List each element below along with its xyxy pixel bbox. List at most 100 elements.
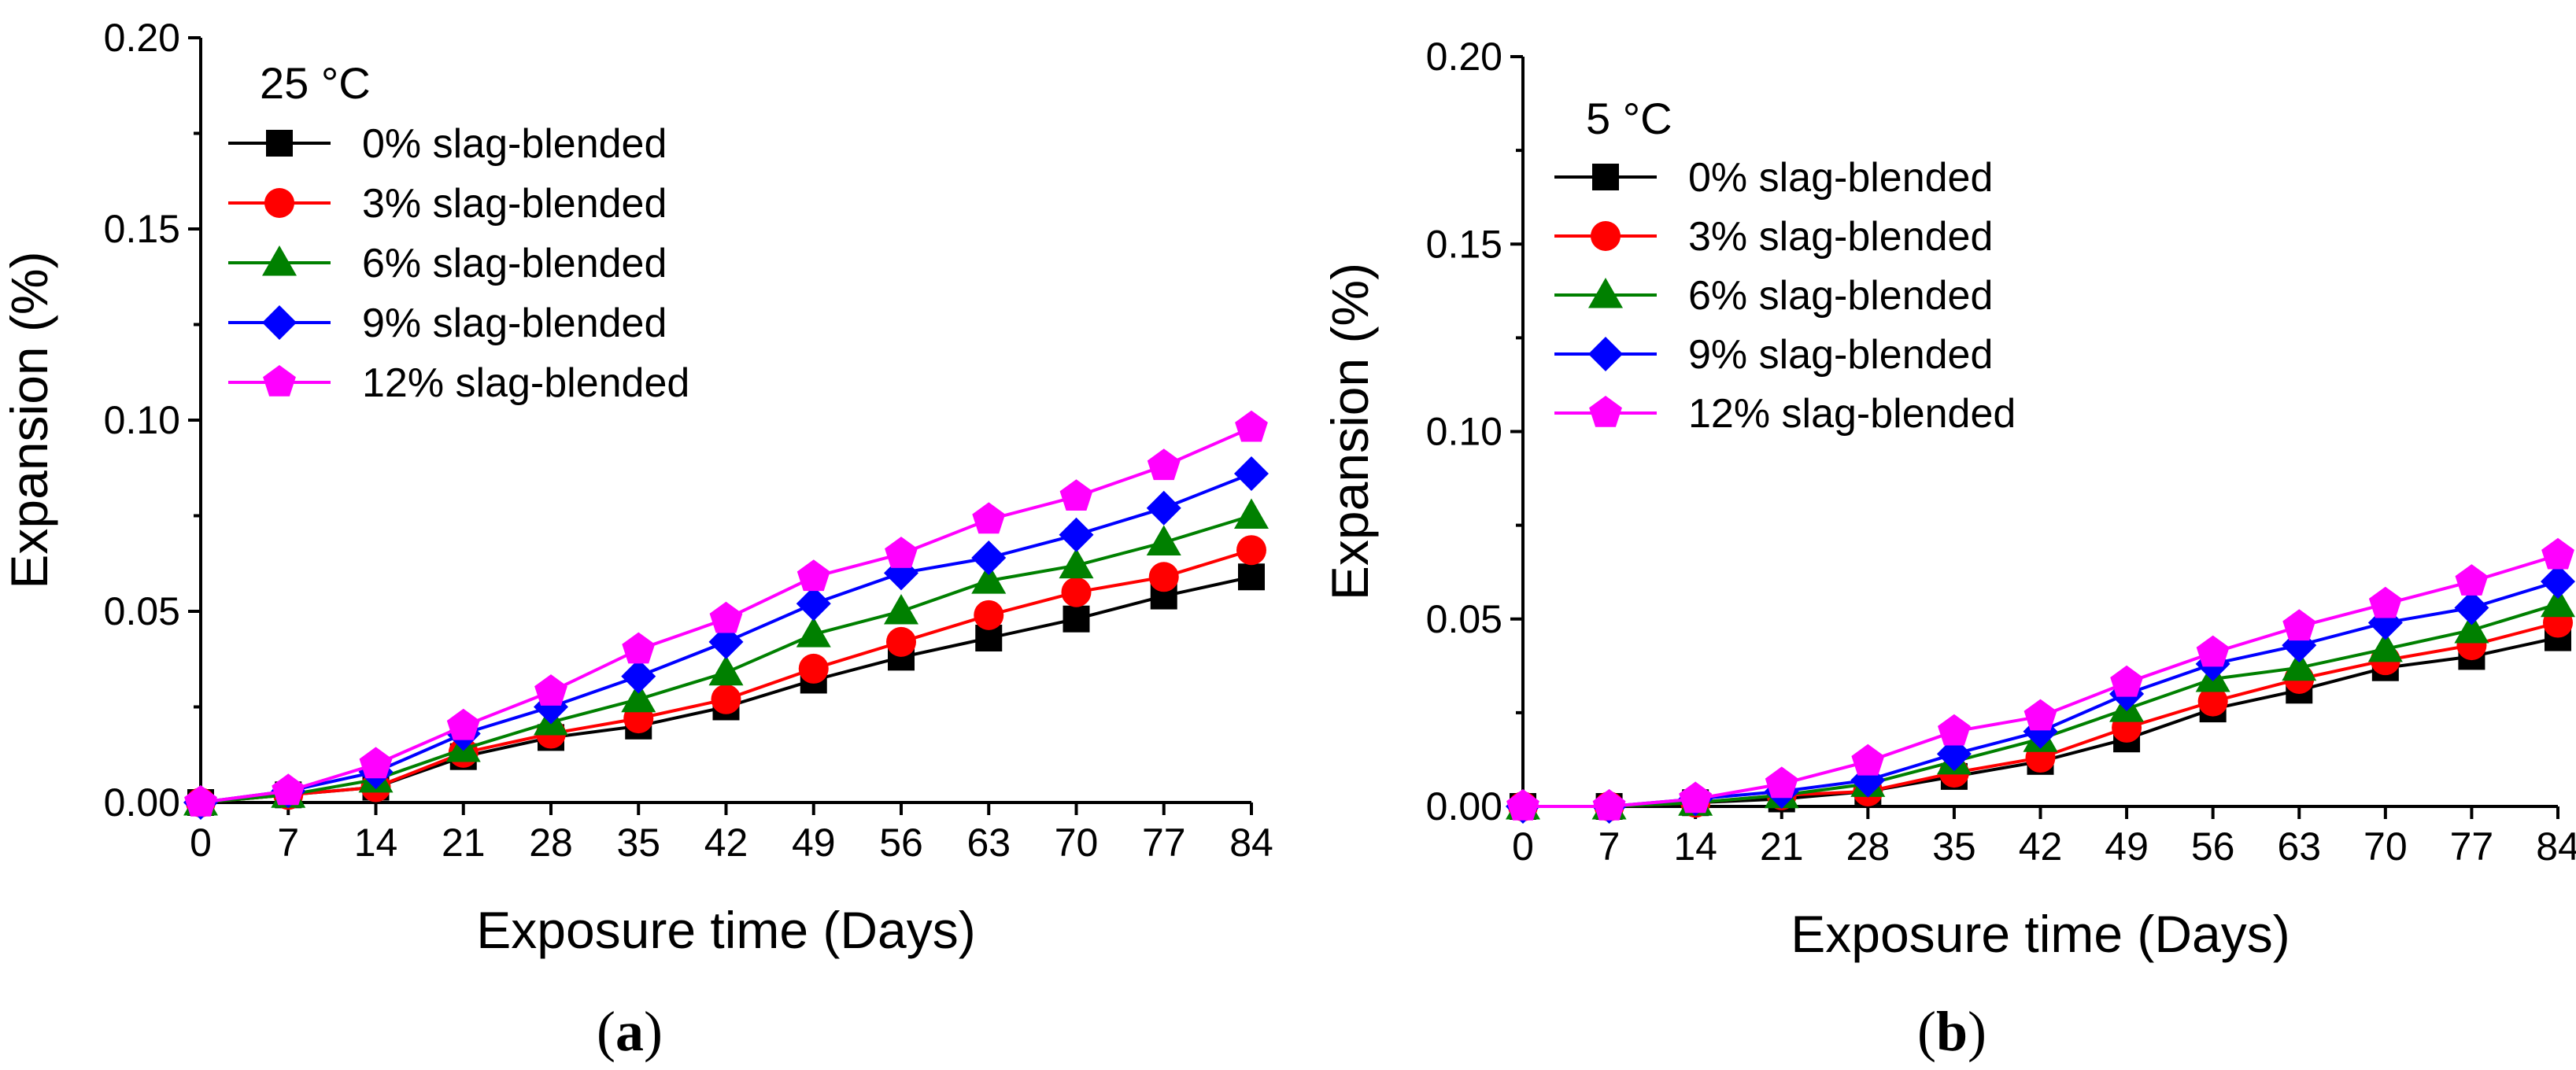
x-tick-label: 49 bbox=[2105, 825, 2149, 869]
data-point bbox=[1148, 562, 1179, 592]
data-point bbox=[974, 600, 1004, 630]
legend-label: 12% slag-blended bbox=[362, 360, 689, 406]
y-axis-title: Expansion (%) bbox=[1321, 263, 1379, 600]
legend-label: 6% slag-blended bbox=[362, 241, 667, 286]
x-tick-label: 7 bbox=[1598, 825, 1621, 869]
x-tick-label: 0 bbox=[190, 821, 212, 865]
x-tick-label: 70 bbox=[2363, 825, 2408, 869]
data-point bbox=[1063, 605, 1090, 633]
legend-label: 3% slag-blended bbox=[362, 181, 667, 227]
data-point bbox=[1765, 766, 1798, 799]
legend-title: 5 °C bbox=[1586, 94, 1672, 143]
legend-marker bbox=[266, 130, 293, 157]
panel-label: (b) bbox=[1917, 1000, 1987, 1063]
data-point bbox=[886, 626, 916, 657]
x-tick-label: 56 bbox=[2191, 825, 2235, 869]
data-point bbox=[1059, 479, 1093, 511]
legend-marker bbox=[1592, 164, 1619, 190]
legend-label: 9% slag-blended bbox=[1688, 332, 1993, 378]
data-point bbox=[796, 617, 831, 648]
data-point bbox=[1147, 448, 1181, 481]
x-tick-label: 63 bbox=[966, 821, 1011, 865]
data-point bbox=[2023, 699, 2057, 731]
series-3 bbox=[1506, 564, 2575, 824]
data-point bbox=[1059, 548, 1094, 579]
data-point bbox=[971, 563, 1007, 594]
x-tick-label: 35 bbox=[616, 821, 660, 865]
data-point bbox=[1238, 563, 1265, 591]
y-tick-label: 0.05 bbox=[104, 589, 180, 633]
legend: 25 °C 0% slag-blended 3% slag-blended 6% sl… bbox=[228, 58, 689, 406]
x-axis-title: Exposure time (Days) bbox=[476, 901, 976, 959]
legend-label: 3% slag-blended bbox=[1688, 214, 1993, 260]
data-point bbox=[272, 773, 305, 806]
legend: 5 °C 0% slag-blended 3% slag-blended 6% sla… bbox=[1554, 94, 2016, 437]
chart-panel-a: 0.00 0.05 0.10 0.15 0.20 0 7 14 21 28 35 42 49 56 63 70… bbox=[0, 16, 1273, 1063]
x-tick-label: 70 bbox=[1055, 821, 1099, 865]
x-tick-label: 63 bbox=[2277, 825, 2321, 869]
data-point bbox=[359, 747, 393, 779]
y-tick-label: 0.05 bbox=[1426, 597, 1502, 641]
data-point bbox=[2197, 686, 2228, 717]
data-point bbox=[711, 684, 741, 714]
data-point bbox=[534, 674, 567, 706]
data-point bbox=[2455, 564, 2489, 596]
x-tick-label: 0 bbox=[1512, 825, 1534, 869]
x-tick-label: 84 bbox=[1229, 821, 1273, 865]
data-point bbox=[1506, 789, 1539, 821]
series-4 bbox=[184, 410, 1268, 817]
y-tick-label: 0.20 bbox=[1426, 35, 1502, 79]
series-4 bbox=[1506, 537, 2574, 821]
data-point bbox=[2454, 590, 2489, 625]
y-tick-label: 0.15 bbox=[1426, 222, 1502, 266]
data-point bbox=[971, 540, 1007, 575]
data-point bbox=[884, 594, 918, 625]
data-point bbox=[796, 586, 831, 622]
data-point bbox=[1679, 781, 1713, 814]
data-point bbox=[1234, 456, 1269, 492]
data-point bbox=[885, 537, 918, 568]
data-point bbox=[1592, 789, 1626, 821]
x-tick-label: 84 bbox=[2536, 825, 2576, 869]
data-point bbox=[798, 653, 829, 684]
data-point bbox=[1146, 525, 1181, 556]
data-point bbox=[1235, 410, 1268, 442]
data-point bbox=[2454, 613, 2489, 644]
chart-panel-b: 0.00 0.05 0.10 0.15 0.20 0 7 14 21 28 35 42 49 56 63 70… bbox=[1321, 35, 2576, 1063]
data-point bbox=[446, 708, 480, 740]
legend-marker bbox=[1588, 278, 1623, 308]
x-tick-label: 77 bbox=[2450, 825, 2494, 869]
data-point bbox=[622, 632, 656, 664]
x-tick-label: 42 bbox=[704, 821, 748, 865]
data-point bbox=[1059, 517, 1094, 552]
x-tick-label: 42 bbox=[2019, 825, 2063, 869]
data-point bbox=[796, 559, 830, 592]
legend-label: 6% slag-blended bbox=[1688, 273, 1993, 319]
legend-marker bbox=[1589, 396, 1622, 427]
data-point bbox=[1061, 577, 1092, 607]
data-point bbox=[709, 601, 743, 633]
legend-label: 12% slag-blended bbox=[1688, 391, 2016, 437]
y-axis-title: Expansion (%) bbox=[0, 251, 58, 588]
data-point bbox=[2367, 631, 2403, 662]
x-axis-title: Exposure time (Days) bbox=[1791, 905, 2290, 963]
data-point bbox=[2368, 586, 2402, 618]
legend-label: 0% slag-blended bbox=[362, 121, 667, 167]
y-tick-label: 0.00 bbox=[1426, 784, 1502, 828]
y-tick-label: 0.10 bbox=[1426, 410, 1502, 454]
data-point bbox=[708, 624, 744, 659]
series-3 bbox=[183, 456, 1269, 820]
x-tick-label: 14 bbox=[354, 821, 398, 865]
data-point bbox=[2196, 635, 2230, 667]
data-point bbox=[621, 681, 656, 713]
y-tick-label: 0.15 bbox=[104, 207, 180, 251]
legend-marker bbox=[264, 188, 294, 218]
y-tick-label: 0.00 bbox=[104, 780, 180, 825]
x-tick-label: 14 bbox=[1673, 825, 1717, 869]
x-tick-label: 49 bbox=[792, 821, 836, 865]
data-point bbox=[1236, 535, 1266, 566]
data-point bbox=[621, 659, 656, 694]
data-point bbox=[2282, 609, 2316, 641]
data-point bbox=[1234, 498, 1269, 529]
